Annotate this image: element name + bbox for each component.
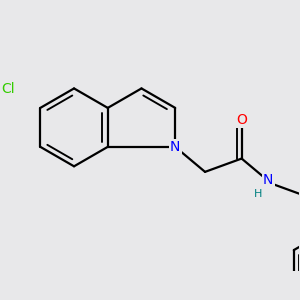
Text: H: H (254, 189, 262, 199)
Text: Cl: Cl (2, 82, 15, 96)
Text: N: N (170, 140, 180, 154)
Text: O: O (236, 112, 247, 127)
Text: N: N (263, 173, 274, 188)
